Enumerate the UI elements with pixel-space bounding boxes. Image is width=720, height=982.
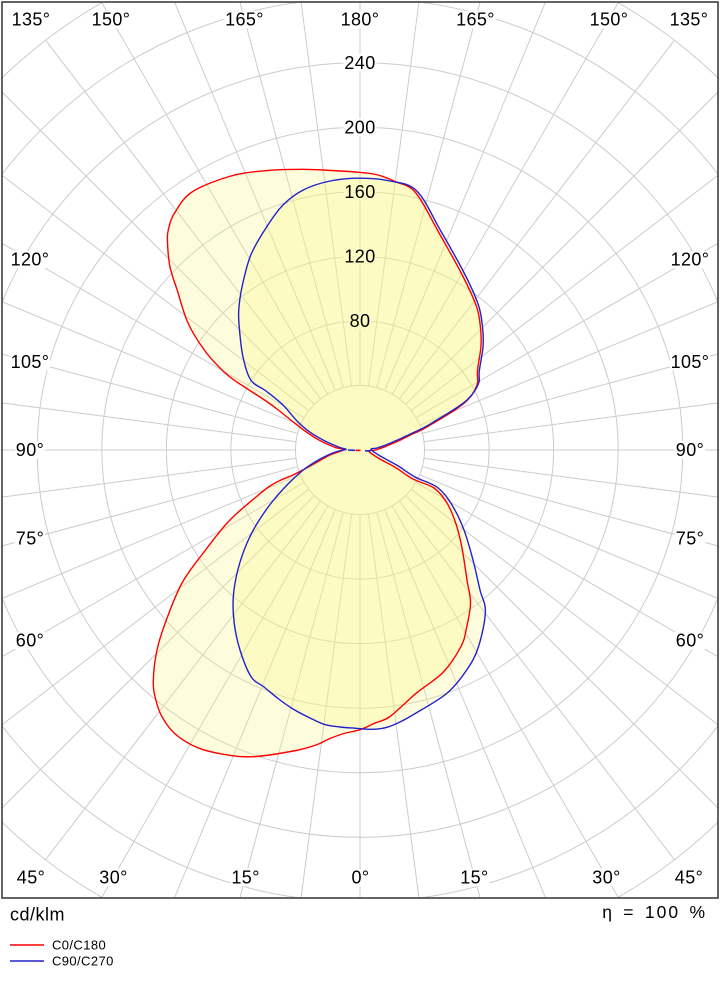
svg-text:0°: 0° (351, 868, 369, 888)
svg-text:η = 100 %: η = 100 % (602, 902, 707, 922)
svg-text:45°: 45° (675, 868, 703, 888)
svg-text:105°: 105° (671, 352, 710, 372)
svg-text:60°: 60° (16, 631, 44, 651)
svg-text:120°: 120° (11, 250, 50, 270)
svg-text:60°: 60° (676, 631, 704, 651)
svg-text:75°: 75° (676, 529, 704, 549)
svg-text:165°: 165° (225, 10, 264, 30)
svg-text:75°: 75° (16, 529, 44, 549)
svg-text:150°: 150° (590, 10, 629, 30)
svg-text:150°: 150° (92, 10, 131, 30)
svg-text:135°: 135° (670, 10, 709, 30)
svg-text:120°: 120° (671, 250, 710, 270)
svg-text:105°: 105° (11, 352, 50, 372)
svg-text:30°: 30° (592, 868, 620, 888)
svg-text:200: 200 (344, 118, 375, 138)
svg-text:80: 80 (350, 311, 371, 331)
svg-text:cd/klm: cd/klm (10, 905, 65, 925)
svg-text:135°: 135° (12, 10, 51, 30)
svg-text:C0/C180: C0/C180 (52, 938, 106, 953)
svg-text:165°: 165° (456, 10, 495, 30)
svg-text:160: 160 (344, 182, 375, 202)
svg-text:120: 120 (344, 247, 375, 267)
svg-text:240: 240 (344, 53, 375, 73)
svg-text:15°: 15° (231, 868, 259, 888)
svg-text:180°: 180° (341, 10, 380, 30)
svg-text:90°: 90° (16, 440, 44, 460)
svg-text:45°: 45° (17, 868, 45, 888)
svg-text:C90/C270: C90/C270 (52, 954, 114, 969)
svg-text:15°: 15° (460, 868, 488, 888)
svg-text:90°: 90° (676, 440, 704, 460)
svg-text:30°: 30° (99, 868, 127, 888)
